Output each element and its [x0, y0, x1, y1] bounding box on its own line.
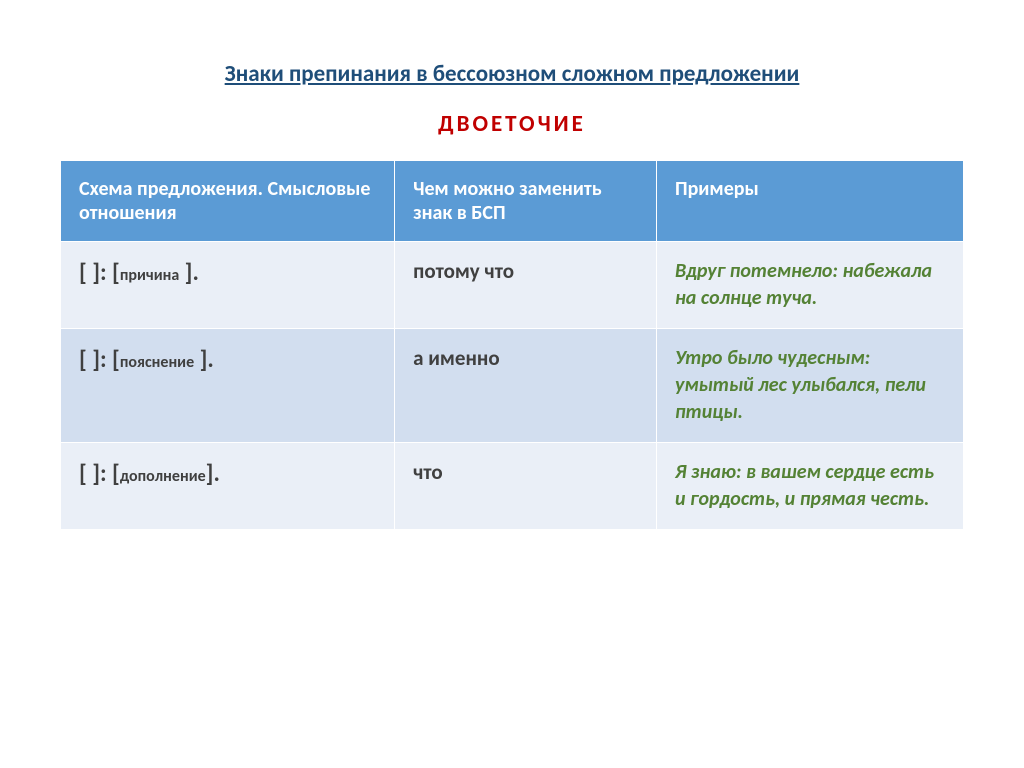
schema-suffix: ].: [194, 345, 214, 374]
cell-schema: [ ]: [причина ].: [61, 242, 395, 329]
cell-example: Вдруг потемнело: набежала на солнце туча…: [656, 242, 963, 329]
page-subtitle: ДВОЕТОЧИЕ: [60, 110, 964, 138]
header-example: Примеры: [656, 161, 963, 242]
table-header-row: Схема предложения. Смысловые отношения Ч…: [61, 161, 964, 242]
cell-replace: потому что: [395, 242, 657, 329]
cell-example: Утро было чудесным: умытый лес улыбался,…: [656, 329, 963, 443]
cell-schema: [ ]: [дополнение].: [61, 443, 395, 530]
schema-suffix: ].: [179, 258, 199, 287]
schema-prefix: [ ]: [: [79, 345, 120, 374]
table-row: [ ]: [пояснение ]. а именно Утро было чу…: [61, 329, 964, 443]
header-schema: Схема предложения. Смысловые отношения: [61, 161, 395, 242]
page-title: Знаки препинания в бессоюзном сложном пр…: [60, 60, 964, 88]
cell-example: Я знаю: в вашем сердце есть и гордость, …: [656, 443, 963, 530]
cell-replace: что: [395, 443, 657, 530]
schema-relation: пояснение: [120, 353, 194, 372]
cell-replace: а именно: [395, 329, 657, 443]
schema-relation: дополнение: [120, 467, 206, 486]
cell-schema: [ ]: [пояснение ].: [61, 329, 395, 443]
schema-suffix: ].: [206, 459, 220, 488]
schema-prefix: [ ]: [: [79, 258, 120, 287]
schema-relation: причина: [120, 266, 179, 285]
slide: Знаки препинания в бессоюзном сложном пр…: [0, 0, 1024, 768]
table-row: [ ]: [дополнение]. что Я знаю: в вашем с…: [61, 443, 964, 530]
table-row: [ ]: [причина ]. потому что Вдруг потемн…: [61, 242, 964, 329]
schema-prefix: [ ]: [: [79, 459, 120, 488]
header-replace: Чем можно заменить знак в БСП: [395, 161, 657, 242]
punctuation-table: Схема предложения. Смысловые отношения Ч…: [60, 160, 964, 530]
